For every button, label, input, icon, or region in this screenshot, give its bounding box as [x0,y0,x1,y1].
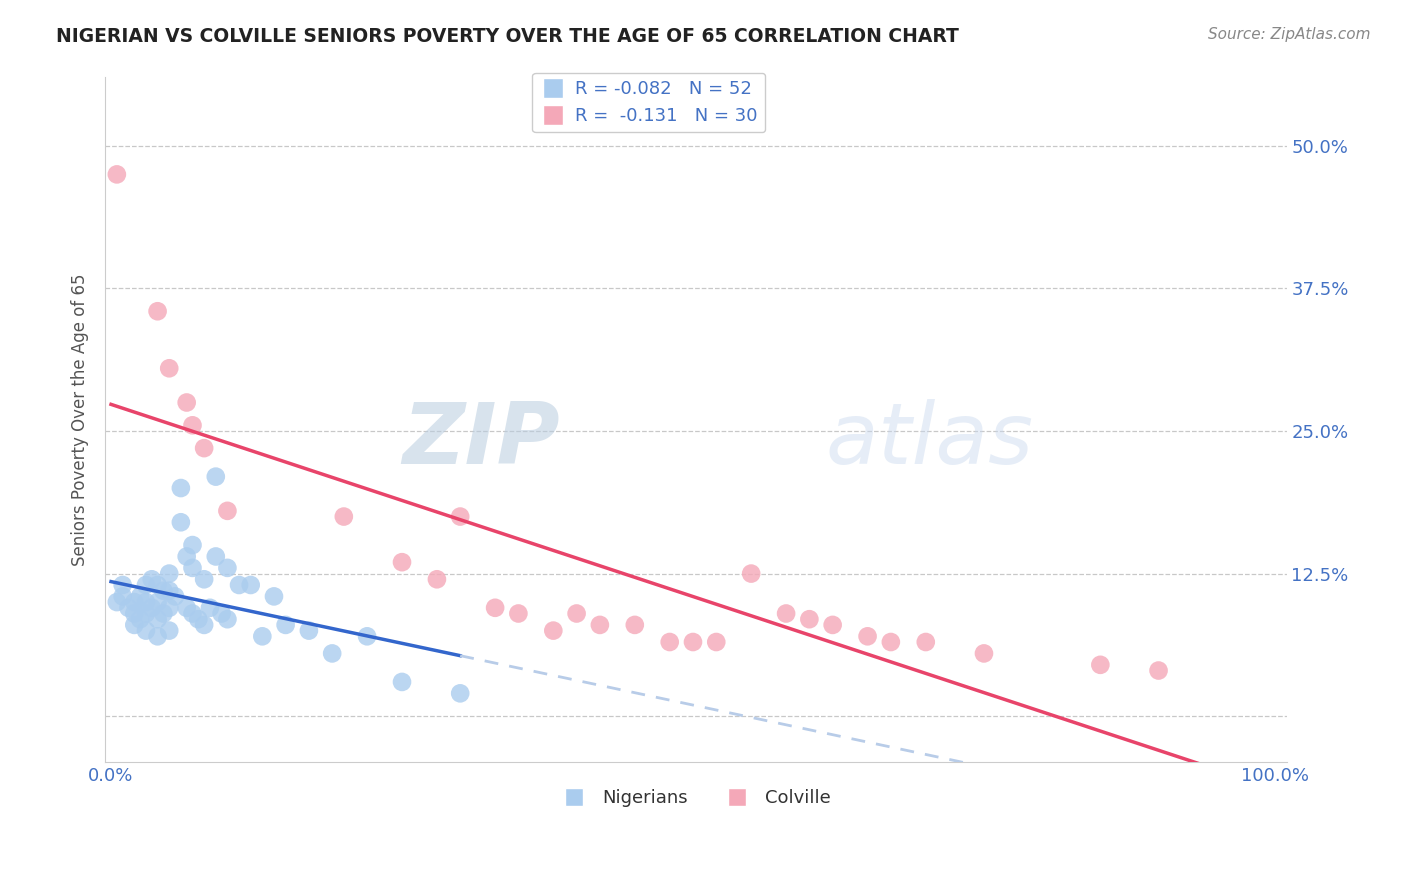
Text: ZIP: ZIP [402,399,560,482]
Point [152,607,174,621]
Point [141,600,163,615]
Point [181,538,204,552]
Point [204,469,226,483]
Point [740,566,762,581]
Point [211,607,233,621]
Point [193,441,215,455]
Point [117,600,139,615]
Point [141,572,163,586]
Point [391,555,413,569]
Point [239,578,262,592]
Point [146,629,169,643]
Point [704,635,727,649]
Text: atlas: atlas [825,399,1033,482]
Point [146,578,169,592]
Point [157,361,180,376]
Point [165,590,187,604]
Point [298,624,321,638]
Point [193,572,215,586]
Point [157,624,180,638]
Point [135,624,157,638]
Point [775,607,797,621]
Point [263,590,285,604]
Point [181,561,204,575]
Point [146,612,169,626]
Point [973,647,995,661]
Point [449,686,471,700]
Point [152,583,174,598]
Point [176,395,198,409]
Point [333,509,356,524]
Point [111,578,134,592]
Point [426,572,449,586]
Point [193,618,215,632]
Point [181,418,204,433]
Point [217,504,239,518]
Point [135,607,157,621]
Point [111,590,134,604]
Point [682,635,704,649]
Point [856,629,879,643]
Point [321,647,343,661]
Text: NIGERIAN VS COLVILLE SENIORS POVERTY OVER THE AGE OF 65 CORRELATION CHART: NIGERIAN VS COLVILLE SENIORS POVERTY OVE… [56,27,959,45]
Text: Source: ZipAtlas.com: Source: ZipAtlas.com [1208,27,1371,42]
Point [217,561,239,575]
Point [1090,657,1112,672]
Point [105,595,128,609]
Point [821,618,844,632]
Point [484,600,506,615]
Point [228,578,250,592]
Point [124,618,146,632]
Point [274,618,297,632]
Point [543,624,565,638]
Point [124,607,146,621]
Point [252,629,274,643]
Point [157,566,180,581]
Point [589,618,612,632]
Point [565,607,588,621]
Point [508,607,530,621]
Point [157,600,180,615]
Point [135,578,157,592]
Point [181,607,204,621]
Point [176,549,198,564]
Point [880,635,903,649]
Point [623,618,645,632]
Point [105,168,128,182]
Point [146,304,169,318]
Point [157,583,180,598]
Point [198,600,221,615]
Point [204,549,226,564]
Point [170,481,193,495]
Y-axis label: Seniors Poverty Over the Age of 65: Seniors Poverty Over the Age of 65 [72,273,89,566]
Point [799,612,821,626]
Point [170,515,193,529]
Point [391,674,413,689]
Point [449,509,471,524]
Point [146,595,169,609]
Point [914,635,936,649]
Point [217,612,239,626]
Point [129,590,152,604]
Point [129,612,152,626]
Point [176,600,198,615]
Legend: Nigerians, Colville: Nigerians, Colville [554,782,838,814]
Point [124,595,146,609]
Point [135,595,157,609]
Point [187,612,209,626]
Point [1147,664,1170,678]
Point [658,635,681,649]
Point [356,629,378,643]
